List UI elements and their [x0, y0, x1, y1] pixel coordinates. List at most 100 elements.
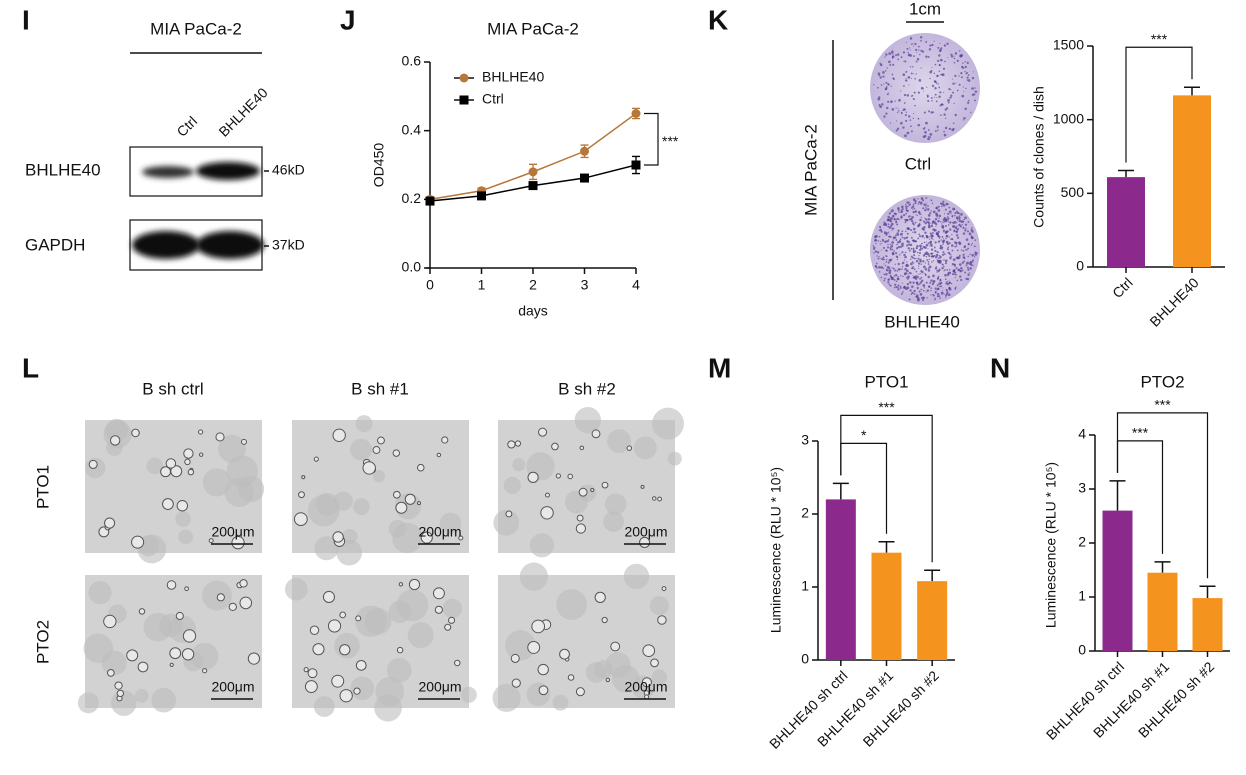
organoid — [353, 687, 361, 695]
colony — [883, 279, 886, 282]
colony — [923, 287, 925, 289]
colony — [905, 111, 908, 113]
colony — [887, 83, 890, 86]
colony — [973, 93, 976, 96]
blot-band — [196, 162, 260, 180]
x-tick-label: BHLHE40 sh ctrl — [1043, 658, 1127, 742]
colony — [929, 136, 932, 139]
colony — [929, 132, 933, 136]
colony — [974, 87, 976, 89]
blur-spot — [633, 436, 657, 460]
blur-spot — [105, 418, 129, 442]
colony — [934, 241, 937, 244]
organoid — [392, 490, 401, 499]
colony — [951, 128, 955, 132]
colony — [943, 113, 946, 116]
colony — [962, 119, 964, 121]
colony — [966, 61, 969, 64]
colony — [914, 199, 917, 203]
colony — [926, 94, 929, 97]
colony — [972, 261, 974, 263]
colony — [944, 117, 947, 120]
scale-label: 200μm — [624, 524, 667, 540]
colony — [878, 104, 881, 107]
organoid — [322, 590, 335, 603]
colony — [938, 257, 940, 260]
colony — [964, 223, 968, 226]
colony — [971, 253, 975, 257]
colony — [905, 42, 907, 44]
colony — [889, 236, 892, 238]
colony — [887, 261, 890, 264]
colony — [950, 254, 952, 256]
colony — [924, 231, 927, 235]
colony — [910, 207, 912, 209]
organoid — [138, 608, 146, 615]
colony — [927, 99, 930, 103]
colony — [894, 270, 896, 272]
lane-label: Ctrl — [173, 113, 200, 140]
organoid — [109, 435, 121, 446]
colony — [909, 289, 912, 292]
y-tick-label: 0.6 — [402, 53, 422, 69]
organoid — [332, 428, 346, 443]
colony — [903, 237, 906, 240]
colony — [927, 55, 930, 58]
colony — [950, 213, 952, 215]
colony — [910, 72, 913, 75]
colony — [889, 64, 892, 66]
colony — [889, 284, 892, 287]
colony — [947, 56, 949, 58]
colony — [925, 55, 928, 58]
organoid — [540, 506, 554, 520]
organoid — [408, 578, 421, 591]
colony — [917, 91, 921, 94]
colony — [925, 241, 927, 243]
colony — [929, 241, 932, 244]
colony — [931, 223, 933, 225]
colony — [895, 234, 897, 237]
organoid — [88, 459, 98, 469]
colony — [947, 224, 950, 226]
colony — [929, 212, 932, 215]
colony — [922, 127, 925, 130]
colony — [960, 278, 963, 282]
colony — [920, 197, 924, 200]
colony — [910, 236, 913, 239]
colony — [932, 232, 934, 234]
legend-label: BHLHE40 — [482, 69, 544, 85]
colony — [880, 84, 883, 86]
colony — [945, 237, 947, 240]
colony — [947, 248, 949, 251]
colony — [879, 240, 881, 243]
colony — [896, 286, 899, 289]
colony — [925, 218, 928, 221]
colony — [883, 258, 885, 261]
colony — [902, 236, 904, 239]
colony — [889, 122, 892, 124]
organoid — [198, 452, 204, 457]
colony — [911, 66, 914, 68]
colony — [915, 60, 918, 63]
colony — [944, 262, 948, 265]
colony — [937, 275, 940, 278]
organoid — [605, 677, 611, 683]
colony — [878, 74, 881, 77]
colony — [926, 252, 930, 256]
blur-spot — [556, 589, 588, 620]
colony — [945, 230, 948, 234]
panel-label: M — [708, 352, 731, 383]
colony — [912, 42, 914, 44]
colony — [921, 296, 924, 300]
colony — [918, 265, 920, 267]
colony — [962, 221, 965, 223]
colony — [954, 276, 956, 279]
scale-label: 200μm — [211, 679, 254, 695]
organoid — [551, 442, 559, 451]
colony — [974, 99, 976, 102]
y-tick-label: 0 — [801, 651, 809, 667]
colony — [917, 123, 921, 127]
colony — [903, 253, 906, 257]
colony — [919, 293, 923, 296]
colony — [892, 63, 895, 66]
